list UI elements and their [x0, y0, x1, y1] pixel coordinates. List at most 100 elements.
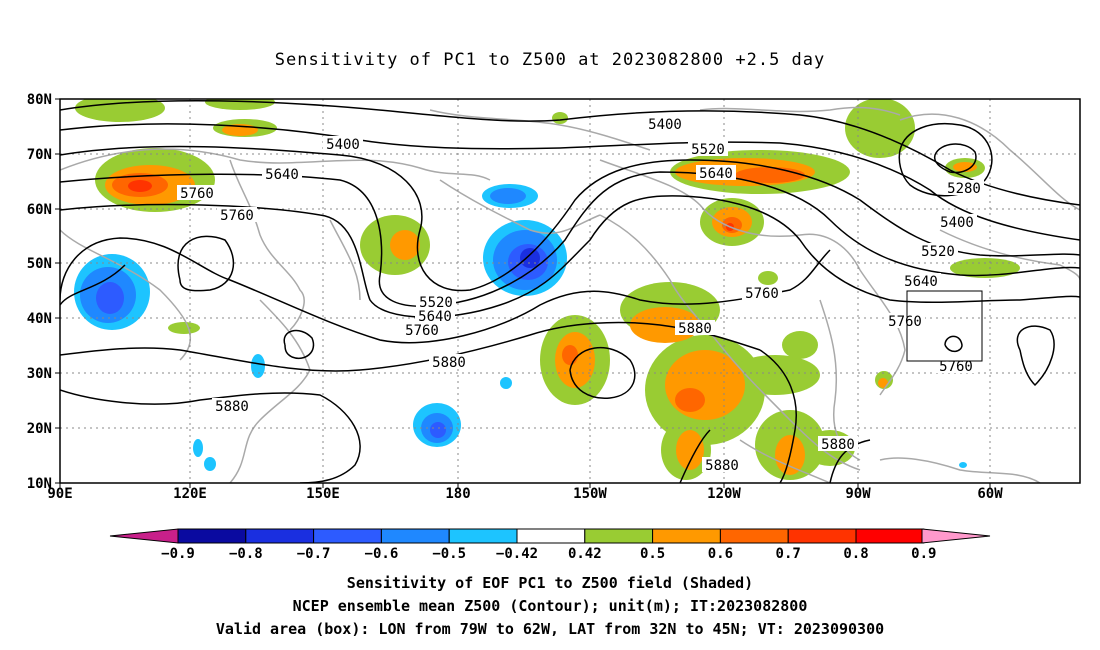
contour-label-bg — [429, 354, 469, 369]
contour-label: 5760 — [888, 314, 922, 330]
colorbar-label: −0.5 — [432, 546, 466, 562]
colorbar-swatch — [313, 528, 382, 544]
contour-label: 5400 — [648, 117, 682, 133]
colorbar-swatch — [516, 528, 586, 544]
contour-label: 5640 — [904, 274, 938, 290]
contour-label: 5520 — [691, 142, 725, 158]
colorbar-swatch — [719, 528, 789, 544]
contour-label-bg — [885, 313, 925, 328]
lon-label: 180 — [445, 486, 470, 502]
lat-label: 70N — [27, 147, 52, 163]
colorbar-label: 0.42 — [568, 546, 602, 562]
contour-label-bg — [645, 116, 685, 131]
contour-label-bg — [323, 136, 363, 151]
contour-label: 5760 — [745, 286, 779, 302]
lat-label: 40N — [27, 311, 52, 327]
colorbar-label: −0.7 — [297, 546, 331, 562]
contour-label: 5640 — [699, 166, 733, 182]
contour-label-bg — [936, 358, 976, 373]
colorbar-swatch — [855, 528, 925, 544]
contour-label-bg — [696, 165, 736, 180]
lat-label: 50N — [27, 256, 52, 272]
colorbar-swatch — [584, 528, 654, 544]
colorbar-under-arrow — [109, 528, 179, 544]
contour-label: 5880 — [705, 458, 739, 474]
colorbar-swatch — [448, 528, 518, 544]
colorbar-swatch — [245, 528, 315, 544]
longitude-labels: 90E 120E 150E 180 150W 120W 90W 60W — [47, 486, 1003, 502]
caption-line-2: NCEP ensemble mean Z500 (Contour); unit(… — [292, 597, 808, 615]
caption-line-1: Sensitivity of EOF PC1 to Z500 field (Sh… — [346, 574, 754, 592]
map-title: Sensitivity of PC1 to Z500 at 2023082800… — [274, 50, 826, 70]
lon-label: 90W — [845, 486, 871, 502]
colorbar-swatch — [177, 528, 247, 544]
contour-label-bg — [901, 273, 941, 288]
sensitivity-shading — [74, 99, 1020, 480]
lat-label: 60N — [27, 202, 52, 218]
colorbar-label: −0.6 — [365, 546, 399, 562]
contour-label: 5760 — [180, 186, 214, 202]
lon-label: 150E — [306, 486, 340, 502]
contour-label: 5760 — [939, 359, 973, 375]
contour-label-bg — [702, 457, 742, 472]
contour-label: 5400 — [940, 215, 974, 231]
lat-label: 20N — [27, 421, 52, 437]
contour-label-bg — [742, 285, 782, 300]
colorbar: −0.9 −0.8 −0.7 −0.6 −0.5 −0.42 0.42 0.5 0.6 0.7 0.… — [109, 528, 991, 562]
colorbar-label: 0.8 — [843, 546, 868, 562]
colorbar-label: 0.6 — [708, 546, 733, 562]
contour-label-bg — [918, 243, 958, 258]
contour-label-bg — [402, 322, 442, 337]
lat-label: 30N — [27, 366, 52, 382]
contour-label: 5760 — [220, 208, 254, 224]
axis-ticks — [55, 98, 991, 488]
contour-label: 5520 — [921, 244, 955, 260]
lon-label: 120E — [173, 486, 207, 502]
colorbar-label: −0.9 — [161, 546, 195, 562]
lat-label: 80N — [27, 92, 52, 108]
contour-label: 5760 — [405, 323, 439, 339]
colorbar-label: −0.8 — [229, 546, 263, 562]
colorbar-label: 0.9 — [911, 546, 936, 562]
colorbar-label: 0.5 — [640, 546, 665, 562]
lat-label: 10N — [27, 476, 52, 492]
caption-line-3: Valid area (box): LON from 79W to 62W, L… — [215, 620, 885, 638]
contour-label: 5280 — [947, 181, 981, 197]
map-frame — [59, 98, 1081, 484]
valid-area-box — [906, 290, 983, 362]
contour-label-bg — [688, 141, 728, 156]
contour-label: 5880 — [432, 355, 466, 371]
lon-label: 90E — [47, 486, 72, 502]
contour-label-bg — [937, 214, 977, 229]
colorbar-over-arrow — [921, 528, 991, 544]
contour-label-bg — [944, 180, 984, 195]
contour-label-bg — [217, 207, 257, 222]
lon-label: 120W — [707, 486, 741, 502]
contour-label: 5880 — [678, 321, 712, 337]
contour-label-bg — [262, 166, 302, 181]
contour-label: 5880 — [215, 399, 249, 415]
contour-label-bg — [675, 320, 715, 335]
contour-label-bg — [416, 294, 456, 309]
contour-label-bg — [177, 185, 217, 200]
contour-label-bg — [818, 436, 858, 451]
contour-label-bg — [212, 398, 252, 413]
lon-label: 150W — [573, 486, 607, 502]
contour-label-bg — [415, 308, 455, 323]
colorbar-swatch — [652, 528, 721, 544]
contour-label: 5640 — [418, 309, 452, 325]
coastlines — [60, 106, 1080, 483]
lon-label: 60W — [977, 486, 1003, 502]
contour-label: 5400 — [326, 137, 360, 153]
contour-label: 5880 — [821, 437, 855, 453]
colorbar-label: −0.42 — [496, 546, 538, 562]
colorbar-label: 0.7 — [776, 546, 801, 562]
latitude-labels: 80N 70N 60N 50N 40N 30N 20N 10N — [27, 92, 52, 492]
z500-contours — [60, 99, 1080, 483]
contour-label: 5640 — [265, 167, 299, 183]
colorbar-swatch — [787, 528, 857, 544]
contour-label: 5520 — [419, 295, 453, 311]
colorbar-swatch — [380, 528, 450, 544]
